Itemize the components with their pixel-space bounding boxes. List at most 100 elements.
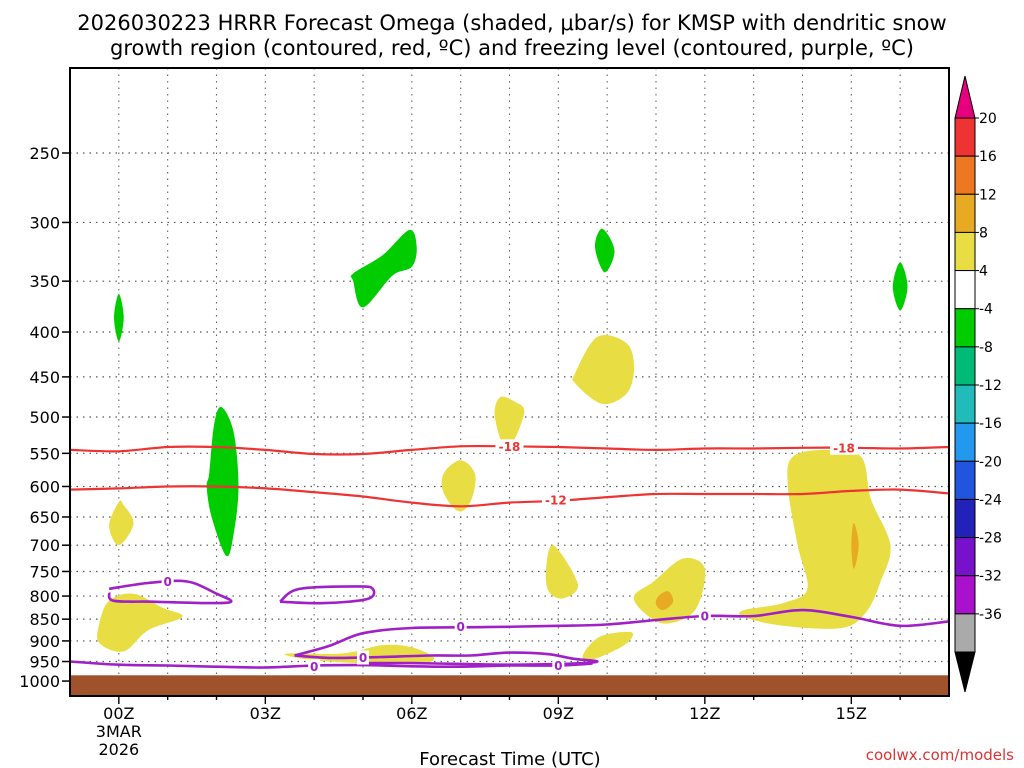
chart-title-line2: growth region (contoured, red, ºC) and f… — [110, 36, 914, 60]
freezing-level-contour — [294, 608, 949, 657]
x-year-label: 2026 — [98, 740, 139, 759]
colorbar-label: -8 — [979, 340, 993, 356]
colorbar-box — [954, 613, 976, 653]
y-tick-label: 250 — [29, 144, 60, 163]
y-tick-label: 1000 — [19, 672, 60, 691]
omega-region — [851, 522, 859, 569]
colorbar-label: -16 — [979, 416, 1002, 432]
y-tick-label: 850 — [29, 610, 60, 629]
contour-label-bg — [698, 609, 711, 624]
contour-label: 0 — [359, 651, 367, 665]
freezing-level-contour — [279, 585, 376, 605]
omega-region — [206, 406, 239, 557]
colorbar-box — [954, 155, 976, 195]
contour-label-bg — [454, 619, 467, 634]
colorbar-max-triangle — [954, 75, 976, 119]
colorbar-box — [954, 498, 976, 539]
contour-label-bg — [830, 440, 859, 455]
y-tick-label: 350 — [29, 272, 60, 291]
omega-region — [655, 591, 674, 611]
colorbar-box — [954, 460, 976, 500]
y-tick-label: 400 — [29, 323, 60, 342]
colorbar-box — [954, 193, 976, 233]
omega-region — [582, 631, 634, 661]
colorbar-label: 4 — [979, 264, 988, 280]
omega-region — [594, 228, 615, 273]
colorbar-label: -32 — [979, 569, 1002, 585]
x-tick-label: 12Z — [689, 704, 720, 723]
contour-label: 0 — [310, 660, 318, 674]
omega-region — [892, 262, 908, 311]
x-tick-label: 09Z — [543, 704, 574, 723]
y-tick-label: 800 — [29, 587, 60, 606]
contour-label-bg — [308, 659, 321, 674]
contour-label-bg — [541, 493, 570, 508]
freezing-level-contour — [107, 579, 233, 605]
colorbar-box — [954, 308, 976, 348]
freezing-level-contour — [70, 660, 593, 669]
contour-label-bg — [357, 650, 369, 665]
x-date-label: 3MAR — [96, 722, 142, 741]
x-tick-label: 03Z — [250, 704, 281, 723]
colorbar-label: 12 — [979, 187, 997, 203]
contour-label-bg — [552, 658, 565, 673]
contour-label: 0 — [701, 610, 709, 624]
colorbar-box — [954, 384, 976, 424]
omega-region — [572, 335, 634, 405]
chart-title-line1: 2026030223 HRRR Forecast Omega (shaded, … — [77, 11, 946, 35]
colorbar-label: -36 — [979, 607, 1002, 623]
x-axis-title: Forecast Time (UTC) — [419, 749, 600, 768]
omega-region — [350, 229, 417, 308]
colorbar-label: 20 — [979, 111, 997, 127]
colorbar-box — [954, 117, 976, 157]
y-tick-label: 300 — [29, 213, 60, 232]
contour-label-bg — [495, 439, 524, 454]
colorbar-label: -24 — [979, 492, 1002, 508]
contour-label: -18 — [499, 440, 521, 454]
colorbar-box — [954, 231, 976, 272]
omega-region — [739, 449, 891, 629]
y-axis: 250 300 350 400 450 500 550 600 650 700 750 800 850 9… — [19, 144, 70, 691]
y-tick-label: 450 — [29, 368, 60, 387]
y-tick-label: 550 — [29, 444, 60, 463]
ground-surface — [70, 675, 949, 696]
colorbar-label: -20 — [979, 454, 1002, 470]
x-tick-label: 15Z — [836, 704, 867, 723]
y-tick-label: 650 — [29, 508, 60, 527]
colorbar-label: 8 — [979, 225, 988, 241]
colorbar: 20 16 12 8 4 -4 -8 -12 -16 -20 -24 -28 -32 -36 — [954, 75, 1002, 693]
omega-region — [97, 593, 183, 652]
omega-region — [494, 396, 525, 450]
omega-region — [114, 294, 124, 342]
colorbar-box — [954, 422, 976, 462]
colorbar-label: 16 — [979, 149, 997, 165]
contour-labels: -18 -12 -18 0 0 0 0 0 0 — [161, 439, 859, 674]
contour-label: -18 — [833, 441, 855, 455]
colorbar-label: -28 — [979, 531, 1002, 547]
colorbar-label: -12 — [979, 378, 1002, 394]
omega-region — [441, 460, 476, 512]
contour-label: 0 — [456, 620, 464, 634]
y-tick-label: 700 — [29, 536, 60, 555]
ground-layer — [70, 675, 949, 696]
omega-region — [633, 558, 706, 624]
omega-shading — [97, 228, 908, 665]
y-tick-label: 900 — [29, 632, 60, 651]
freezing-level-contour — [294, 651, 599, 667]
colorbar-box — [954, 537, 976, 577]
colorbar-label: -4 — [979, 302, 993, 318]
contour-label: 0 — [554, 659, 562, 673]
grid-lines — [70, 68, 949, 696]
contour-label-bg — [161, 574, 174, 589]
colorbar-box — [954, 346, 976, 386]
colorbar-min-triangle — [954, 651, 976, 693]
contour-label: -12 — [545, 494, 567, 508]
x-tick-label: 06Z — [396, 704, 427, 723]
y-tick-label: 950 — [29, 653, 60, 672]
omega-region — [545, 544, 579, 599]
contour-lines — [70, 444, 949, 669]
colorbar-box — [954, 270, 976, 310]
credit-link[interactable]: coolwx.com/models — [866, 746, 1014, 764]
x-tick-label: 00Z — [103, 704, 134, 723]
